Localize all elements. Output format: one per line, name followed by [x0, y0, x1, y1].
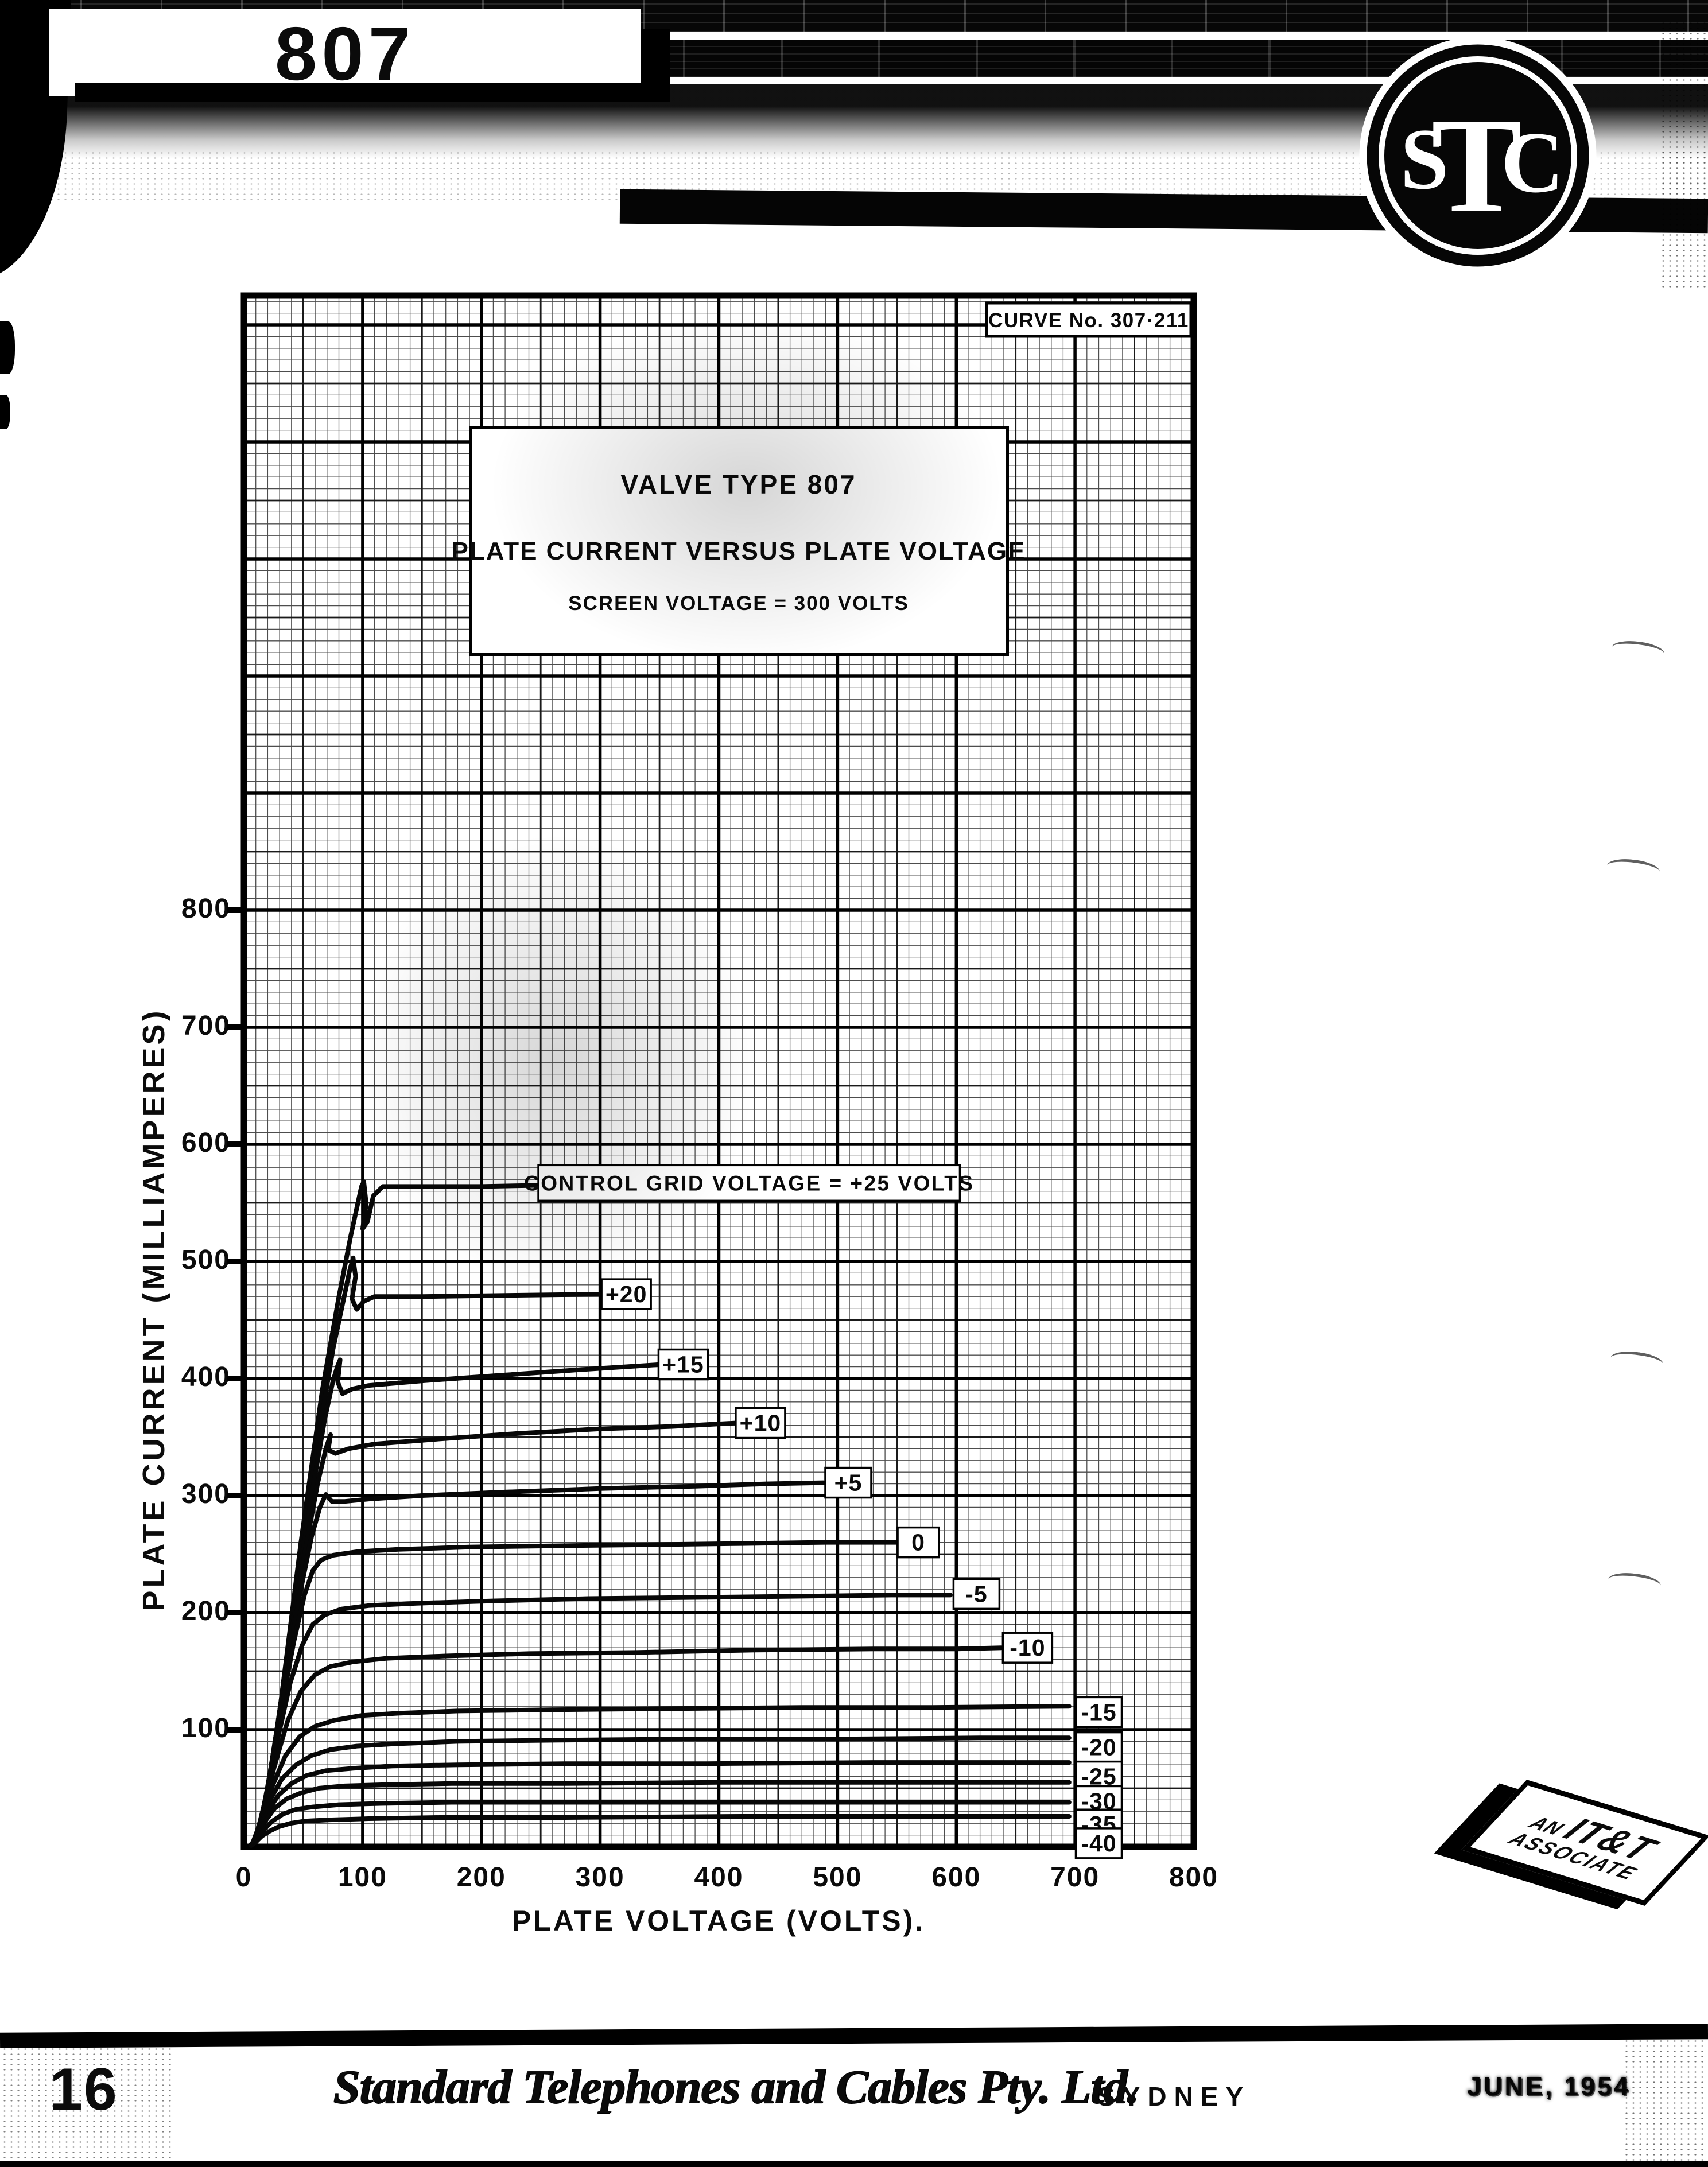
scan-pen-mark: [1607, 1570, 1662, 1595]
curve-grid-5v: [255, 1480, 826, 1838]
tube-number-box: 807: [49, 9, 640, 96]
tube-box-right-slab: [640, 29, 670, 102]
chart-title-box: [469, 426, 1009, 656]
y-tick-800: 800: [181, 894, 231, 924]
scan-smudge: [488, 310, 1004, 666]
curve-grid-0v: [254, 1540, 899, 1840]
toner-blob: [0, 2036, 172, 2162]
tube-box-underline: [75, 83, 640, 102]
company-city: SYDNEY: [1097, 2081, 1251, 2111]
curve-label-10v: +10: [740, 1410, 782, 1436]
bottom-edge-bar: [0, 2161, 1708, 2167]
publication-date: JUNE, 1954: [1467, 2072, 1631, 2101]
x-tick-700: 700: [1050, 1862, 1100, 1893]
footer-rule: [0, 2024, 1708, 2048]
curve-label-box: [735, 1407, 786, 1439]
y-tick-mark: [227, 1024, 244, 1030]
curve-grid--30v: [250, 1780, 1072, 1846]
company-name: Standard Telephones and Cables Pty. Ltd.: [333, 2060, 1139, 2114]
scan-artifact-edge: [0, 395, 10, 429]
chart-title-line-1: VALVE TYPE 807: [621, 469, 857, 499]
x-tick-300: 300: [575, 1862, 625, 1893]
x-tick-0: 0: [235, 1862, 253, 1893]
curve-grid--5v: [253, 1593, 953, 1841]
x-axis-title: PLATE VOLTAGE (VOLTS).: [511, 1905, 926, 1937]
x-tick-100: 100: [337, 1862, 387, 1893]
x-tick-600: 600: [931, 1862, 981, 1893]
curve-label-box: [1074, 1731, 1123, 1764]
characteristic-chart: CONTROL GRID VOLTAGE = +25 VOLTS +20 +15 +1…: [240, 292, 1197, 1859]
curve-label-box: [600, 1278, 652, 1310]
y-tick-mark: [227, 1493, 244, 1498]
curve-grid--25v: [250, 1760, 1072, 1846]
x-tick-200: 200: [456, 1862, 506, 1893]
curve-grid--15v: [251, 1704, 1072, 1843]
curve-grid--40v: [249, 1814, 1072, 1848]
curve-label--20v: -20: [1081, 1734, 1116, 1761]
stc-letter-s: S: [1400, 111, 1449, 207]
y-tick-100: 100: [181, 1713, 231, 1743]
curve-label--15v: -15: [1081, 1699, 1116, 1725]
x-tick-800: 800: [1169, 1862, 1219, 1893]
x-tick-500: 500: [813, 1862, 863, 1893]
y-tick-500: 500: [181, 1245, 231, 1275]
y-tick-200: 200: [181, 1596, 231, 1626]
y-tick-mark: [227, 1610, 244, 1615]
scan-artifact-edge: [0, 321, 15, 374]
curve-label-5v: +5: [834, 1470, 863, 1496]
curve-label-box: [657, 1348, 709, 1381]
curve-grid-25v: [259, 1179, 544, 1828]
curve-label-box: [1074, 1827, 1123, 1859]
curve-label-box: [1074, 1696, 1123, 1729]
curve-label-box: [896, 1526, 940, 1559]
scan-pen-mark: [1609, 1349, 1664, 1373]
characteristic-curves-plot: CONTROL GRID VOLTAGE = +25 VOLTS +20 +15 +1…: [240, 292, 1197, 1859]
curve-grid--10v: [252, 1645, 1004, 1842]
itt-associate-badge: AN IT&T ASSOCIATE: [1461, 1780, 1708, 1906]
y-tick-600: 600: [181, 1128, 231, 1158]
curve-family-label-box: [537, 1164, 961, 1202]
y-tick-300: 300: [181, 1479, 231, 1509]
stc-letter-c: C: [1501, 114, 1564, 211]
chart-title-line-3: SCREEN VOLTAGE = 300 VOLTS: [568, 592, 909, 615]
y-tick-mark: [227, 1141, 244, 1147]
scan-noise-right-edge: [1660, 21, 1708, 290]
y-tick-mark: [227, 1259, 244, 1264]
curve-label--10v: -10: [1010, 1634, 1045, 1661]
stc-logo-disc: [1359, 37, 1597, 274]
scan-pen-mark: [1610, 638, 1666, 663]
stc-logo: S C T: [1359, 37, 1597, 274]
page-number: 16: [49, 2056, 118, 2123]
tube-number: 807: [274, 11, 416, 96]
curve-grid--20v: [251, 1735, 1072, 1844]
curve-label-box: [824, 1466, 872, 1499]
curve-label--40v: -40: [1081, 1830, 1116, 1857]
curve-label-20v: +20: [605, 1281, 647, 1307]
curve-label-box: [1001, 1632, 1054, 1664]
curve-label--5v: -5: [965, 1580, 987, 1607]
curve-number-box: [985, 301, 1193, 338]
curve-label-0v: 0: [911, 1529, 925, 1556]
stc-letter-t: T: [1431, 90, 1523, 241]
plot-frame: [240, 292, 1197, 1850]
curve-label-15v: +15: [662, 1352, 704, 1378]
curve-family-label: CONTROL GRID VOLTAGE = +25 VOLTS: [524, 1171, 974, 1195]
scan-pen-mark: [1606, 856, 1661, 881]
curve-grid--35v: [249, 1800, 1072, 1847]
curve-label-box: [952, 1578, 1001, 1610]
y-tick-700: 700: [181, 1011, 231, 1041]
scan-noise-corner: [1623, 2038, 1708, 2167]
curve-number-label: CURVE No. 307·211: [988, 309, 1189, 332]
x-tick-400: 400: [694, 1862, 744, 1893]
y-tick-mark: [227, 1376, 244, 1381]
chart-title-line-2: PLATE CURRENT VERSUS PLATE VOLTAGE: [451, 537, 1026, 565]
scan-smudge: [356, 832, 758, 1291]
stc-logo-ring: [1379, 56, 1577, 255]
y-tick-mark: [227, 907, 244, 913]
y-tick-mark: [227, 1727, 244, 1733]
y-tick-400: 400: [181, 1362, 231, 1392]
